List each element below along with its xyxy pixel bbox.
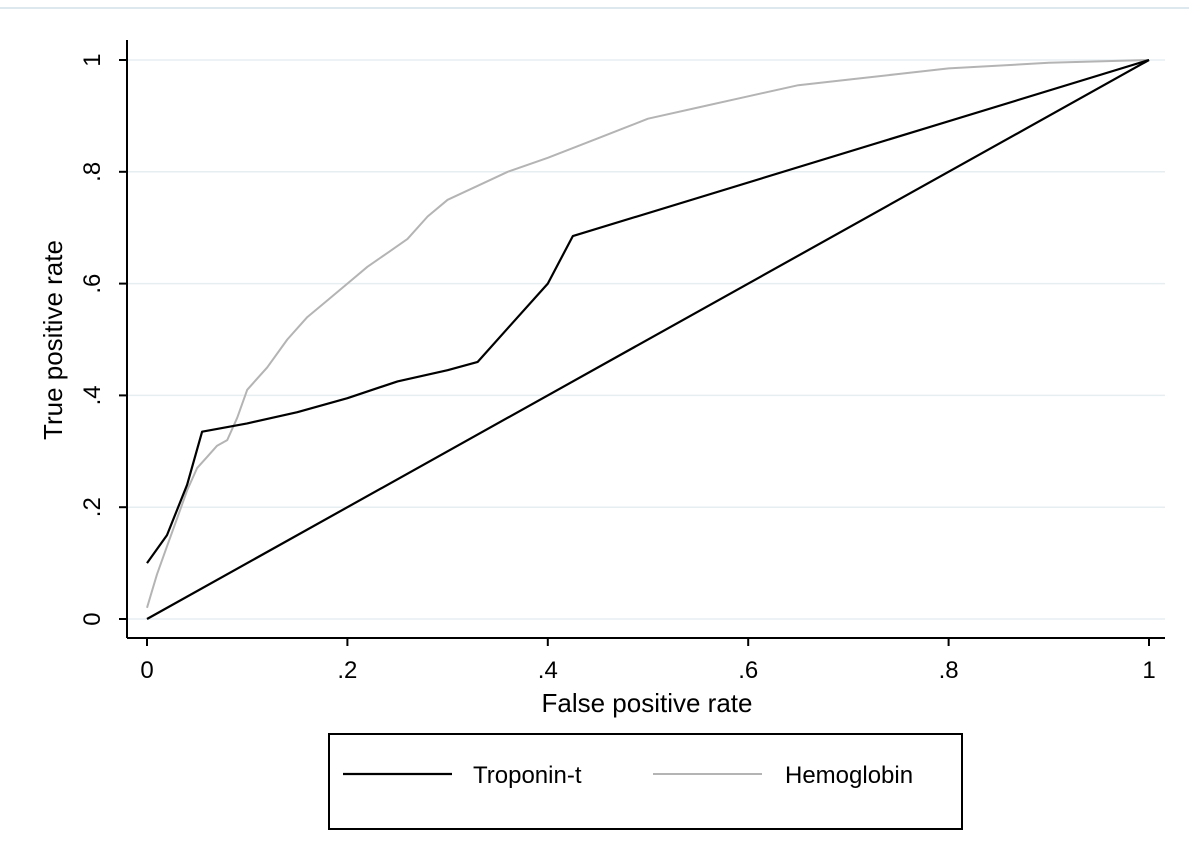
y-tick-label: .4 xyxy=(79,385,106,405)
axis-layer xyxy=(126,40,1165,639)
y-axis-title: True positive rate xyxy=(38,240,68,440)
x-tick-label: .6 xyxy=(738,657,758,684)
y-tick-label: .8 xyxy=(79,162,106,182)
grid-layer xyxy=(127,59,1165,620)
series-line-hemoglobin xyxy=(146,59,1150,609)
x-tick-label: .4 xyxy=(538,657,558,684)
legend-label-troponin: Troponin-t xyxy=(473,762,582,789)
reference-diagonal-line xyxy=(146,59,1150,620)
x-tick-label: 1 xyxy=(1142,657,1155,684)
tick-layer: 0 .2 .4 .6 .8 1 0 .2 .4 .6 .8 1 xyxy=(79,53,1156,684)
y-tick-label: .2 xyxy=(79,497,106,517)
series-layer xyxy=(146,58,1150,620)
y-tick-label: .6 xyxy=(79,274,106,294)
x-axis-title: False positive rate xyxy=(542,688,753,718)
y-tick-label: 1 xyxy=(79,53,106,66)
legend-box xyxy=(328,733,963,830)
series-line-troponin xyxy=(146,58,1150,564)
legend: Troponin-t Hemoglobin xyxy=(328,733,963,830)
x-tick-label: 0 xyxy=(140,657,153,684)
y-tick-label: 0 xyxy=(79,612,106,625)
legend-label-hemoglobin: Hemoglobin xyxy=(785,762,913,789)
x-tick-label: .8 xyxy=(939,657,959,684)
x-tick-label: .2 xyxy=(337,657,357,684)
